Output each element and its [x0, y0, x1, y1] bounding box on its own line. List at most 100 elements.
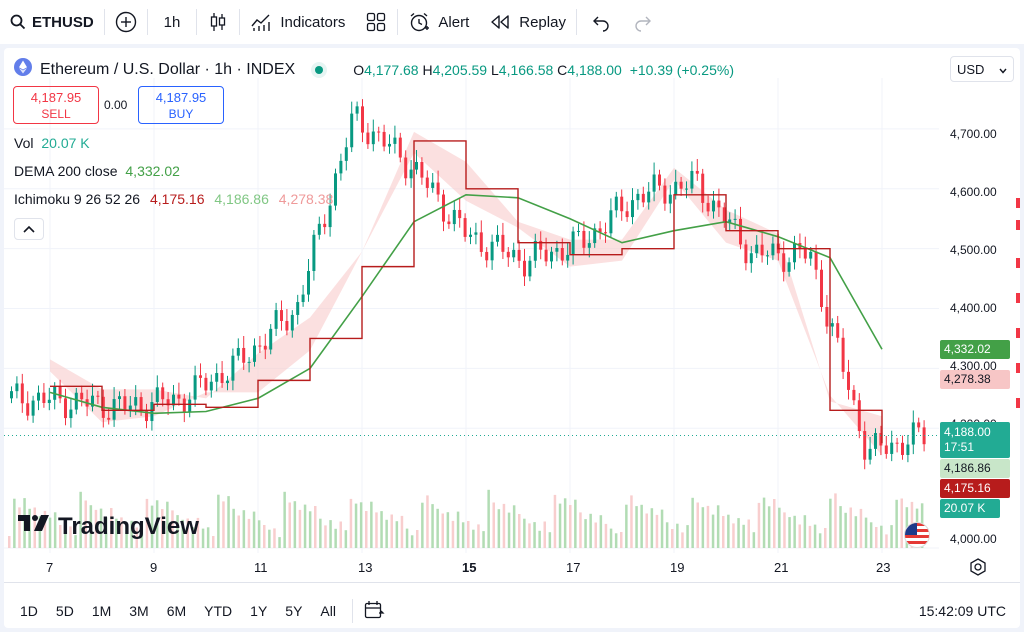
candle-body	[388, 143, 391, 147]
range-button[interactable]: All	[320, 603, 336, 619]
candle-body	[10, 391, 13, 399]
buy-label: BUY	[168, 107, 194, 121]
interval-button[interactable]: 1h	[148, 0, 197, 44]
redo-button[interactable]	[625, 0, 661, 44]
candle-body	[728, 219, 732, 224]
candle-body	[371, 131, 375, 145]
chevron-up-icon	[23, 220, 35, 238]
volume-bar	[395, 521, 399, 548]
candle-body	[717, 200, 721, 208]
volume-bar	[681, 532, 684, 548]
volume-bar	[13, 498, 16, 548]
top-toolbar: ETHUSD 1h Indicators	[0, 0, 1024, 44]
dema-price-tag: 4,332.02	[940, 340, 1010, 359]
close-label: C	[557, 61, 568, 78]
candles-icon	[207, 11, 229, 33]
volume-bar	[829, 498, 832, 548]
chart-panel[interactable]: Ethereum / U.S. Dollar · 1h · INDEX O4,1…	[4, 48, 1020, 628]
symbol-search[interactable]: ETHUSD	[0, 0, 104, 44]
candle-body	[447, 221, 451, 225]
candle-body	[706, 202, 710, 212]
volume-bar	[528, 523, 531, 548]
volume-bar	[880, 525, 883, 548]
candle-body	[247, 361, 251, 363]
candle-body	[328, 205, 332, 228]
alert-label: Alert	[438, 13, 470, 31]
range-button[interactable]: 6M	[166, 603, 187, 619]
candle-body	[215, 373, 219, 382]
volume-bar	[890, 525, 893, 548]
volume-bar	[487, 489, 490, 548]
indicators-button[interactable]: Indicators	[240, 0, 355, 44]
volume-bar	[788, 517, 791, 548]
candle-body	[625, 211, 629, 218]
volume-bar	[385, 519, 388, 548]
volume-bar	[456, 511, 460, 548]
volume-bar	[217, 494, 220, 548]
volume-bar	[574, 499, 577, 548]
candle-body	[172, 394, 175, 406]
dema-legend[interactable]: DEMA 200 close 4,332.02	[14, 163, 180, 179]
candle-body	[911, 422, 915, 445]
volume-bar	[523, 518, 526, 548]
alert-marker	[1016, 220, 1020, 230]
layouts-button[interactable]	[355, 0, 397, 44]
candle-body	[566, 254, 570, 261]
axis-settings-button[interactable]	[968, 557, 988, 582]
range-button[interactable]: YTD	[204, 603, 233, 619]
candle-body	[814, 251, 818, 270]
undo-button[interactable]	[577, 0, 625, 44]
volume-bar	[614, 533, 618, 548]
range-button[interactable]: 5Y	[285, 603, 303, 619]
candle-body	[58, 386, 62, 399]
utc-clock[interactable]: 15:42:09 UTC	[918, 603, 1006, 619]
range-button[interactable]: 1Y	[250, 603, 268, 619]
candle-body	[258, 345, 262, 347]
candle-body	[809, 251, 813, 259]
range-button[interactable]: 3M	[129, 603, 149, 619]
candle-body	[501, 234, 505, 252]
volume-bar	[773, 499, 776, 548]
toolbar-divider	[397, 9, 399, 35]
range-button[interactable]: 5D	[55, 603, 74, 619]
time-axis-label: 13	[358, 560, 373, 575]
volume-bar	[410, 535, 414, 548]
alert-button[interactable]: Alert	[398, 0, 479, 44]
volume-bar	[446, 512, 450, 548]
price-axis-label: 4,000.00	[950, 532, 997, 546]
replay-button[interactable]: Replay	[479, 0, 576, 44]
volume-bar	[416, 530, 419, 548]
collapse-legend-button[interactable]	[14, 218, 44, 240]
sell-button[interactable]: 4,187.95 SELL	[13, 86, 99, 124]
buy-button[interactable]: 4,187.95 BUY	[138, 86, 224, 124]
chart-type-button[interactable]	[197, 0, 239, 44]
candle-body	[647, 191, 651, 203]
go-to-date-button[interactable]	[363, 599, 385, 624]
currency-select[interactable]: USD	[950, 56, 1014, 82]
volume-bar	[589, 513, 592, 548]
search-icon	[10, 14, 26, 30]
volume-bar	[839, 506, 842, 548]
sell-label: SELL	[41, 107, 71, 121]
compare-symbol-button[interactable]	[105, 0, 147, 44]
candle-body	[577, 230, 580, 232]
ichimoku-legend[interactable]: Ichimoku 9 26 52 26 4,175.16 4,186.86 4,…	[14, 191, 333, 207]
volume-bar	[533, 522, 536, 548]
volume-bar	[441, 513, 444, 548]
volume-bar	[512, 505, 516, 548]
grid-icon	[365, 11, 387, 33]
open-value: 4,177.68	[364, 61, 419, 78]
volume-bar	[252, 511, 256, 548]
tradingview-logo[interactable]: TradingView	[16, 512, 199, 541]
candle-body	[668, 194, 672, 204]
time-axis-label: 21	[774, 560, 789, 575]
price-chart[interactable]	[4, 48, 1020, 588]
volume-bar	[722, 516, 725, 548]
range-button[interactable]: 1M	[91, 603, 112, 619]
volume-bar	[380, 511, 383, 548]
volume-legend[interactable]: Vol 20.07 K	[14, 135, 90, 151]
volume-bar	[257, 520, 261, 548]
volume-bar	[793, 515, 796, 548]
range-button[interactable]: 1D	[20, 603, 38, 619]
panel-divider	[4, 582, 1020, 583]
